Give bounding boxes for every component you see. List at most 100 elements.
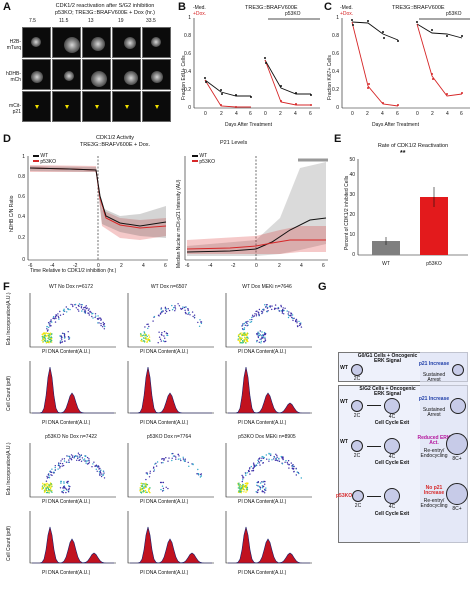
scatter-point	[260, 460, 262, 462]
scatter-point	[68, 459, 70, 461]
scatter-point	[60, 480, 62, 483]
scatter-point	[79, 458, 81, 461]
scatter-point	[183, 460, 186, 462]
scatter-point	[85, 307, 87, 310]
scatter-point	[44, 334, 46, 337]
scatter-point	[180, 459, 182, 462]
scatter-point	[77, 456, 79, 458]
scatter-ylabel: Edu Incorporation(A.U.)	[6, 292, 12, 345]
scatter-point	[158, 331, 160, 333]
g-cell	[384, 398, 400, 414]
scatter-point	[146, 473, 149, 475]
scatter-ylabel: Edu Incorporation(A.U.)	[6, 442, 12, 495]
scatter-point	[146, 335, 148, 338]
scatter-point	[271, 308, 273, 311]
cell-nucleus	[124, 37, 136, 49]
scatter-point	[70, 303, 72, 306]
scatter-point	[200, 322, 203, 325]
scatter-point	[183, 459, 185, 461]
scatter-point	[166, 334, 168, 336]
scatter-point	[261, 481, 263, 483]
scatter-point	[44, 488, 46, 491]
scatter-point	[84, 310, 87, 312]
scatter-point	[178, 305, 181, 307]
scatter-point	[199, 476, 202, 478]
cell-nucleus	[151, 37, 161, 47]
scatter-point	[95, 468, 98, 470]
microscopy-image	[112, 91, 141, 122]
scatter-point	[266, 307, 269, 309]
scatter-point	[140, 491, 142, 493]
scatter-point	[243, 338, 245, 341]
scatter-point	[160, 333, 163, 336]
scatter-point	[153, 315, 156, 318]
g-row4-cell-c: 8C+	[452, 506, 462, 512]
scatter-point	[148, 336, 151, 338]
svg-text:-4: -4	[208, 263, 213, 269]
svg-text:-6: -6	[28, 263, 33, 269]
scatter-point	[84, 455, 86, 457]
scatter-point	[280, 310, 282, 312]
scatter-point	[174, 455, 176, 457]
scatter-point	[53, 472, 55, 474]
scatter-point	[85, 462, 87, 464]
panel-d-xlabel: Time Relative to CDK1/2 inhibition (hr.)	[30, 268, 117, 274]
scatter-point	[69, 457, 71, 460]
scatter-point	[64, 487, 66, 490]
scatter-point	[45, 480, 48, 482]
scatter-point	[51, 468, 53, 470]
scatter-point	[174, 306, 176, 308]
g-row3-cell-c: 8C+	[452, 456, 462, 462]
scatter-point	[288, 463, 290, 466]
scatter-point	[162, 462, 164, 464]
timepoint-row: 7.5 11.5 13 19 33.5	[22, 18, 172, 26]
scatter-point	[50, 336, 53, 338]
svg-text:2: 2	[220, 111, 223, 117]
scatter-point	[239, 491, 242, 493]
scatter-point	[94, 316, 96, 319]
scatter-point	[48, 475, 50, 477]
svg-text:0: 0	[204, 111, 207, 117]
histogram-plot	[127, 361, 214, 414]
scatter-point	[184, 309, 186, 311]
panel-b-chart: 0 0.2 0.4 0.6 0.8 1 0 2 4 6 0 2 4 6	[184, 15, 320, 117]
scatter-point	[51, 471, 53, 474]
scatter-point	[265, 304, 268, 306]
scatter-point	[270, 453, 272, 455]
scatter-point	[261, 311, 264, 313]
scatter-point	[91, 315, 93, 318]
scatter-point	[283, 313, 285, 315]
scatter-point	[163, 330, 166, 333]
scatter-point	[49, 490, 51, 492]
panel-a-title-1: CDK1/2 reactivation after S/G2 inhibitio…	[55, 3, 155, 9]
scatter-point	[153, 469, 156, 471]
scatter-point	[277, 307, 280, 309]
scatter-point	[63, 337, 66, 339]
scatter-point	[165, 309, 167, 311]
scatter-point	[53, 317, 55, 319]
scatter-point	[240, 338, 242, 341]
scatter-point	[187, 461, 189, 464]
scatter-point	[239, 341, 242, 344]
scatter-point	[45, 491, 48, 494]
svg-text:4: 4	[294, 111, 297, 117]
legend-med: -Med.	[193, 5, 206, 11]
scatter-point	[261, 312, 263, 315]
scatter-point	[87, 460, 89, 462]
scatter-point	[200, 473, 202, 475]
scatter-point	[49, 470, 51, 473]
scatter-point	[264, 483, 266, 485]
scatter-point	[74, 303, 77, 306]
scatter-plot	[127, 443, 214, 498]
svg-text:2: 2	[120, 263, 123, 269]
scatter-point	[256, 484, 258, 486]
scatter-point	[67, 331, 69, 333]
scatter-point	[78, 310, 80, 312]
scatter-point	[192, 463, 194, 466]
g-row4-result: Re-entry/ Endocycling	[420, 498, 448, 510]
scatter-point	[165, 310, 168, 313]
scatter-point	[92, 317, 94, 319]
scatter-point	[140, 482, 143, 485]
g-cell	[351, 364, 363, 376]
scatter-point	[259, 464, 261, 466]
